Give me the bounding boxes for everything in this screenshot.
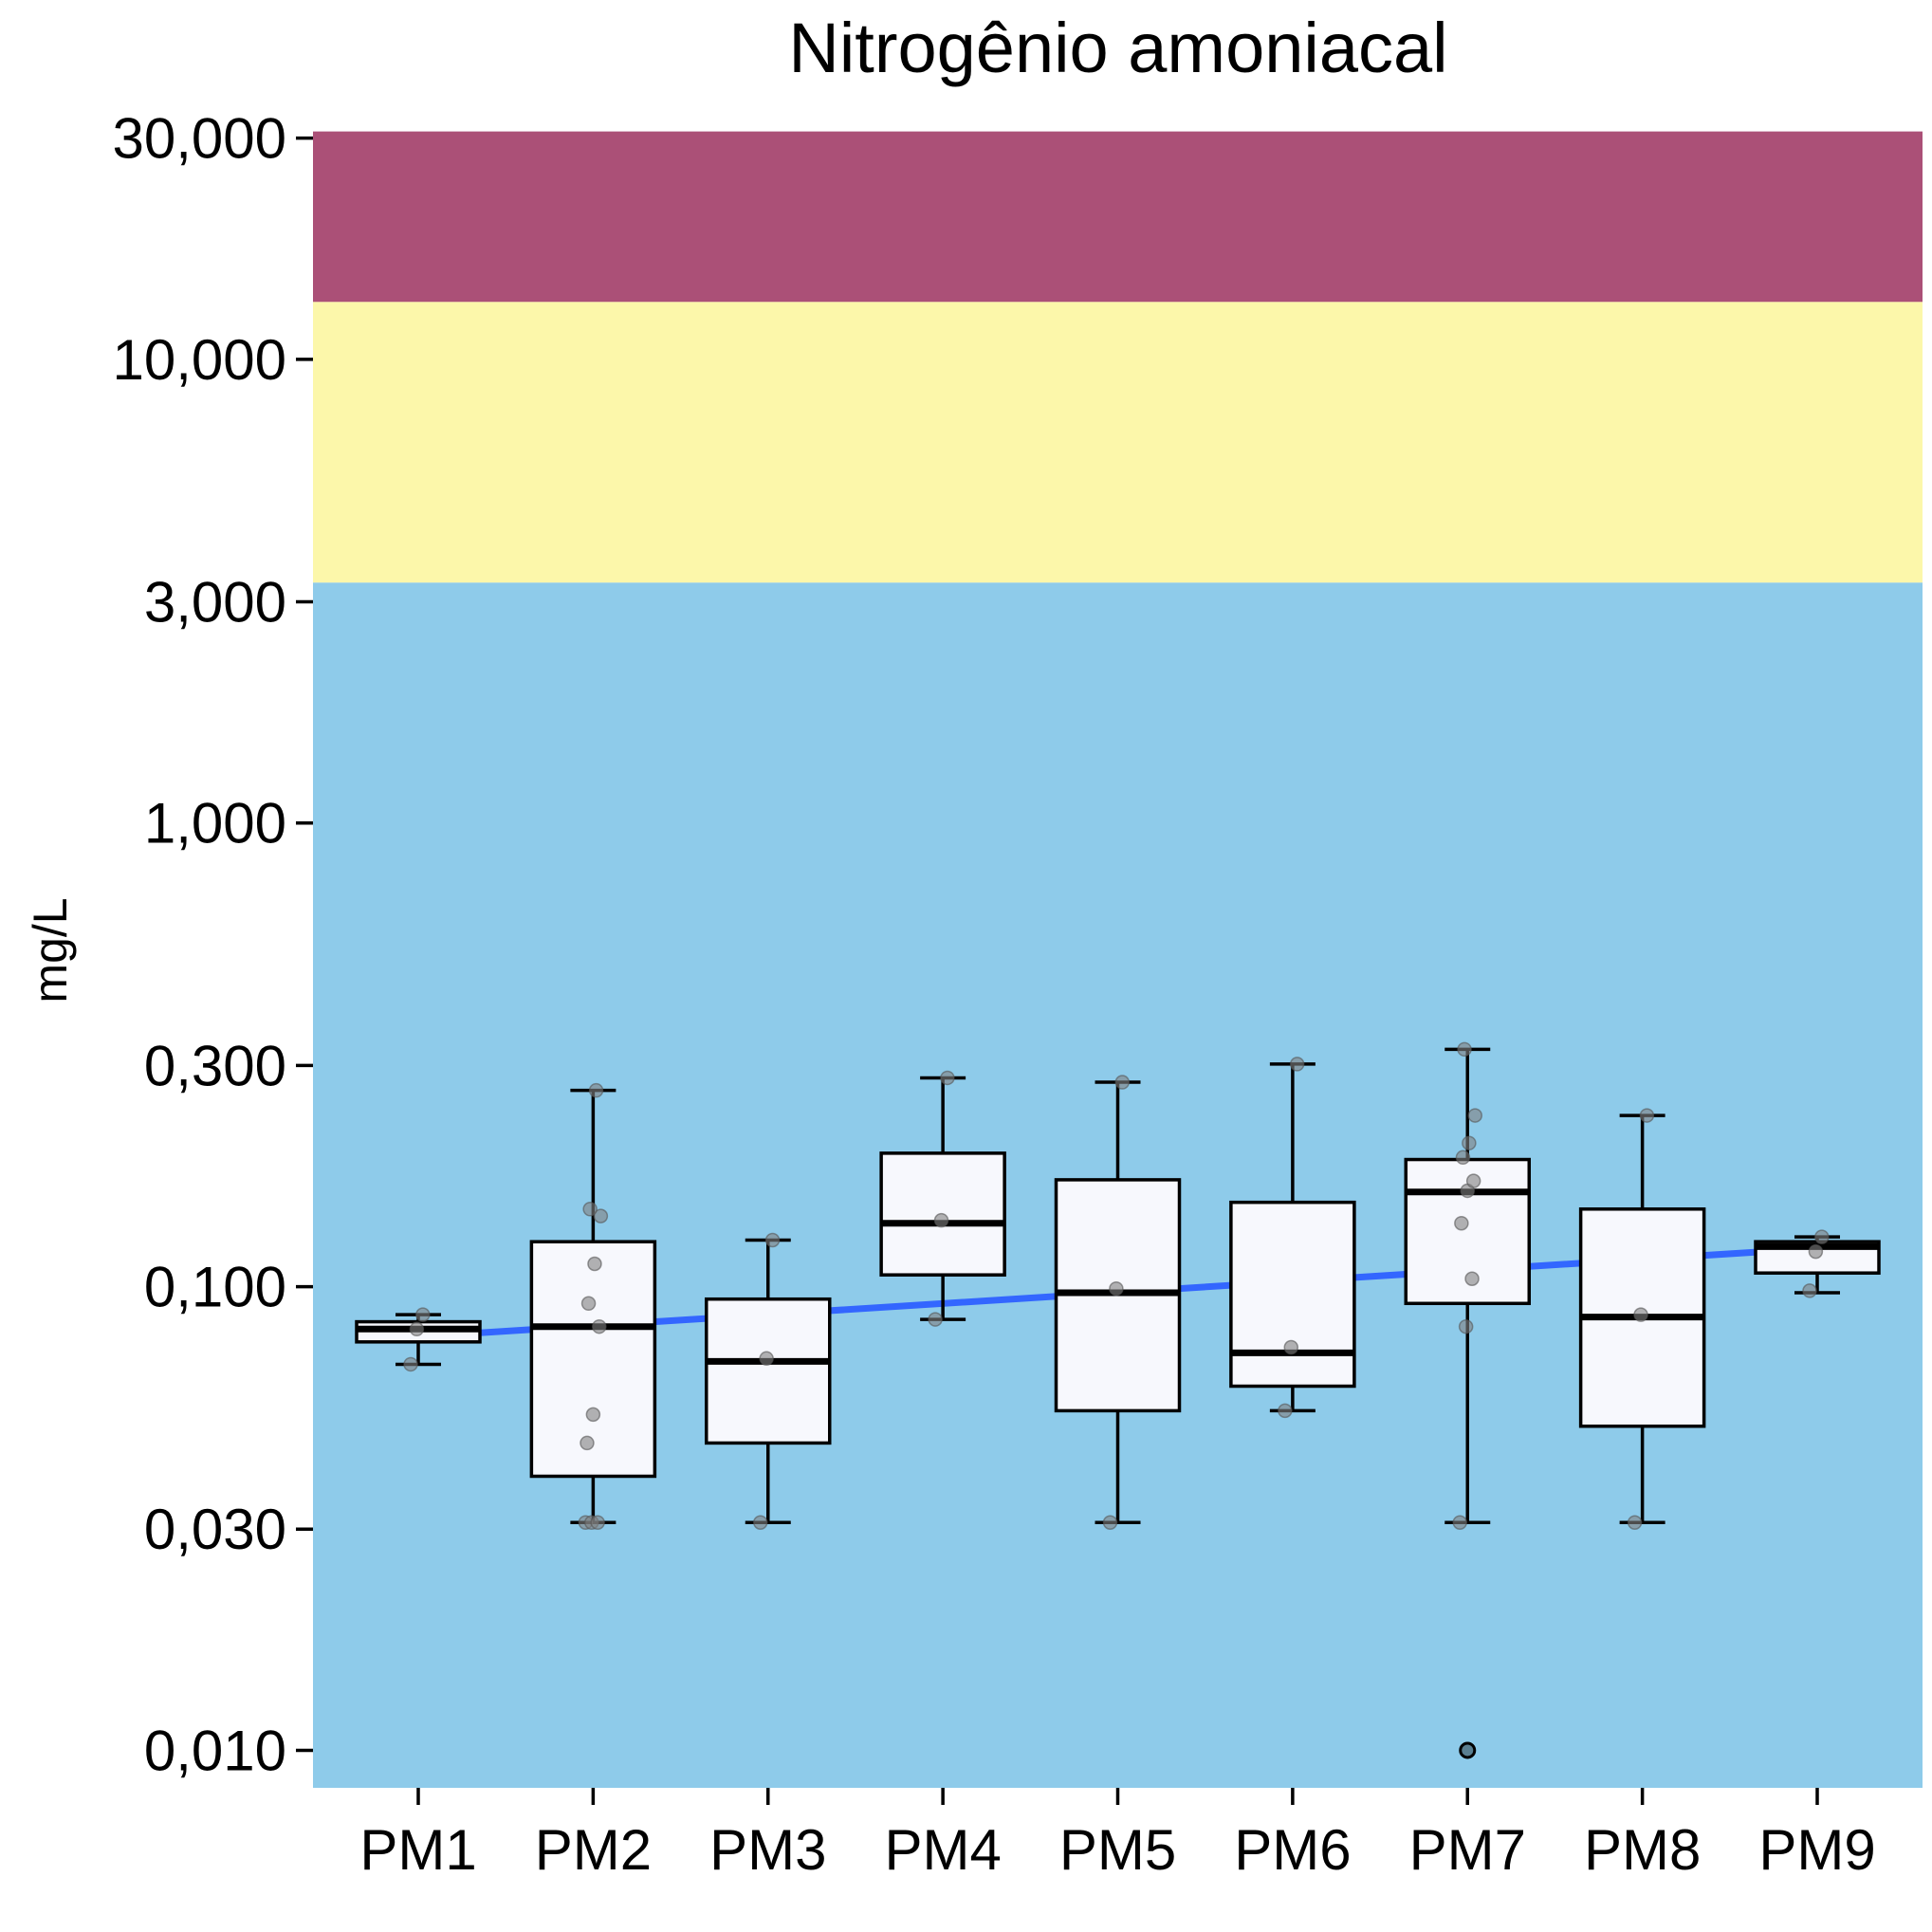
data-point bbox=[590, 1515, 605, 1530]
band-1 bbox=[313, 302, 1923, 583]
y-tick-label: 1,000 bbox=[144, 792, 286, 856]
x-tick-label: PM8 bbox=[1584, 1818, 1701, 1882]
data-point bbox=[593, 1208, 609, 1224]
y-tick-label: 0,010 bbox=[144, 1719, 286, 1782]
data-point bbox=[580, 1435, 595, 1451]
data-point bbox=[592, 1318, 607, 1334]
data-point bbox=[1464, 1271, 1480, 1286]
chart-title: Nitrogênio amoniacal bbox=[788, 9, 1447, 87]
data-point bbox=[1633, 1307, 1648, 1322]
data-point bbox=[1114, 1075, 1131, 1090]
data-point bbox=[588, 1082, 604, 1098]
data-point bbox=[1814, 1229, 1830, 1244]
box-iqr bbox=[529, 1240, 657, 1479]
data-point bbox=[1457, 1041, 1472, 1058]
y-axis-label: mg/L bbox=[24, 897, 77, 1003]
data-point bbox=[1452, 1515, 1467, 1530]
data-point bbox=[1455, 1150, 1471, 1166]
x-tick-label: PM4 bbox=[884, 1818, 1001, 1882]
data-point bbox=[753, 1515, 768, 1530]
data-point bbox=[940, 1070, 955, 1086]
x-axis: PM1 PM2 PM3 PM4 PM5 PM6 PM7 PM8 PM9 bbox=[359, 1788, 1876, 1882]
data-point bbox=[1639, 1108, 1655, 1123]
data-point bbox=[409, 1321, 425, 1337]
data-point bbox=[928, 1312, 943, 1327]
box-iqr bbox=[705, 1297, 832, 1445]
x-tick-label: PM9 bbox=[1758, 1818, 1875, 1882]
data-point bbox=[1808, 1243, 1824, 1260]
y-tick-label: 0,100 bbox=[144, 1256, 286, 1319]
x-tick-label: PM7 bbox=[1409, 1818, 1526, 1882]
data-point bbox=[403, 1356, 418, 1372]
background-bands bbox=[313, 131, 1923, 1789]
box-PM1 bbox=[355, 1313, 482, 1367]
data-point bbox=[1802, 1283, 1817, 1298]
data-point bbox=[933, 1212, 949, 1228]
box-PM2 bbox=[529, 1088, 657, 1524]
data-point bbox=[1289, 1057, 1305, 1072]
data-point bbox=[1458, 1318, 1474, 1334]
point-layer bbox=[403, 1041, 1830, 1530]
x-tick-label: PM2 bbox=[535, 1818, 652, 1882]
box-layer bbox=[355, 1047, 1881, 1759]
data-point bbox=[1283, 1339, 1299, 1355]
x-tick-label: PM5 bbox=[1059, 1818, 1176, 1882]
data-point bbox=[587, 1256, 602, 1272]
y-tick-label: 3,000 bbox=[144, 570, 286, 634]
x-tick-label: PM1 bbox=[359, 1818, 476, 1882]
x-tick-label: PM6 bbox=[1234, 1818, 1351, 1882]
y-tick-label: 30,000 bbox=[112, 107, 286, 171]
data-point bbox=[1627, 1515, 1643, 1530]
x-tick-label: PM3 bbox=[709, 1818, 826, 1882]
data-point bbox=[1467, 1108, 1482, 1123]
y-tick-label: 0,030 bbox=[144, 1498, 286, 1561]
box-PM6 bbox=[1229, 1062, 1356, 1413]
data-point bbox=[415, 1307, 431, 1322]
y-tick-label: 0,300 bbox=[144, 1034, 286, 1097]
data-point bbox=[1109, 1280, 1124, 1297]
y-axis: 30,000 10,000 3,000 1,000 0,300 0,100 0,030 0,0… bbox=[112, 107, 313, 1782]
data-point bbox=[585, 1407, 601, 1423]
data-point bbox=[1462, 1135, 1477, 1150]
band-2 bbox=[313, 131, 1923, 303]
data-point bbox=[1454, 1215, 1469, 1231]
data-point bbox=[1465, 1173, 1481, 1188]
data-point bbox=[759, 1351, 774, 1367]
data-point bbox=[580, 1296, 597, 1312]
y-tick-label: 10,000 bbox=[112, 328, 286, 392]
data-point bbox=[582, 1202, 598, 1217]
data-point bbox=[1102, 1515, 1118, 1530]
box-iqr bbox=[1229, 1200, 1356, 1389]
data-point bbox=[764, 1232, 781, 1248]
outlier-point bbox=[1459, 1741, 1477, 1759]
data-point bbox=[1278, 1403, 1293, 1419]
